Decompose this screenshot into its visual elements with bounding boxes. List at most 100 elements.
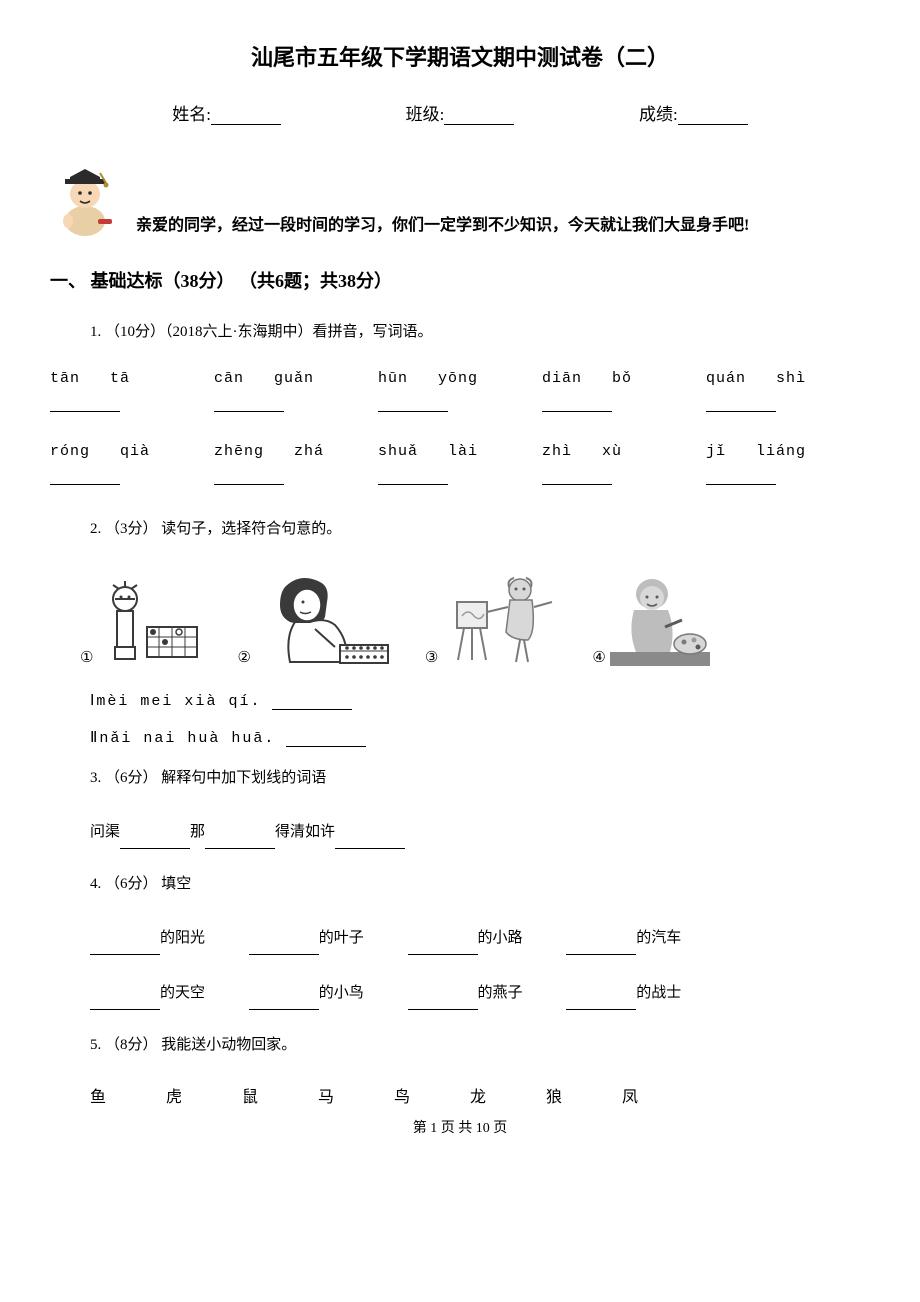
q2-marker1: ① [80, 648, 93, 667]
q5-label: 5. （8分） 我能送小动物回家。 [90, 1032, 870, 1059]
score-label: 成绩: [639, 100, 678, 125]
info-row: 姓名: 班级: 成绩: [110, 100, 810, 125]
q2-sub1-blank[interactable] [272, 693, 352, 711]
q1r1c4b: bǒ [612, 370, 632, 387]
q1r1-blank3[interactable] [378, 395, 448, 412]
q4r1-blank3[interactable] [408, 938, 478, 956]
q1r1c5a: quán [706, 370, 746, 387]
q2-marker3: ③ [425, 648, 438, 667]
q5-char-h: 凤 [622, 1083, 692, 1107]
q2-sub2-text: Ⅱnǎi nai huà huā. [90, 730, 275, 747]
q4r2-blank4[interactable] [566, 993, 636, 1011]
page: 汕尾市五年级下学期语文期中测试卷（二） 姓名: 班级: 成绩: [0, 0, 920, 1157]
q1-pinyin-row2: róng qià zhēng zhá shuǎ lài zhì xù jǐ li… [50, 443, 870, 460]
q1r2c3b: lài [448, 443, 478, 460]
q1r2c1b: qià [120, 443, 150, 460]
score-field: 成绩: [639, 100, 748, 125]
q5-char-b: 虎 [166, 1083, 236, 1107]
q1-answer-row1 [50, 395, 870, 417]
q1r1-blank2[interactable] [214, 395, 284, 412]
q4r1a: 的阳光 [160, 930, 205, 946]
q4r1-blank1[interactable] [90, 938, 160, 956]
q2-pic1: ① [80, 577, 207, 667]
q1r2c5a: jǐ [706, 443, 726, 460]
q3-blank1[interactable] [120, 832, 190, 850]
q1r2-blank2[interactable] [214, 468, 284, 485]
class-blank[interactable] [444, 105, 514, 125]
q1r1c3a: hūn [378, 370, 408, 387]
q4r1d: 的汽车 [636, 930, 681, 946]
q1r2-blank1[interactable] [50, 468, 120, 485]
q4r1c: 的小路 [478, 930, 523, 946]
q5-char-f: 龙 [470, 1083, 540, 1107]
q4r2a: 的天空 [160, 985, 205, 1001]
q1r2-blank3[interactable] [378, 468, 448, 485]
q4r2-blank3[interactable] [408, 993, 478, 1011]
intro-row: 亲爱的同学，经过一段时间的学习，你们一定学到不少知识，今天就让我们大显身手吧! [50, 159, 870, 239]
grandma-paint-icon [610, 572, 710, 667]
q3-textB: 那 [190, 824, 205, 840]
q2-pic2: ② [237, 567, 394, 667]
q1r1c1b: tā [110, 370, 130, 387]
q3-textA: 问渠 [90, 824, 120, 840]
q4r2d: 的战士 [636, 985, 681, 1001]
class-label: 班级: [406, 100, 445, 125]
q1r1c3b: yōng [438, 370, 478, 387]
q4-row2: 的天空 的小鸟 的燕子 的战士 [90, 977, 870, 1010]
name-label: 姓名: [172, 100, 211, 125]
q4r2-blank2[interactable] [249, 993, 319, 1011]
q1r2-blank5[interactable] [706, 468, 776, 485]
q5-char-e: 鸟 [394, 1083, 464, 1107]
name-blank[interactable] [211, 105, 281, 125]
q3-blank3[interactable] [335, 832, 405, 850]
q3-textC: 得清如许 [275, 824, 335, 840]
class-field: 班级: [406, 100, 515, 125]
q1-pinyin-row1: tān tā cān guǎn hūn yōng diān bǒ quán sh… [50, 370, 870, 387]
q1r1c2b: guǎn [274, 370, 314, 387]
student-icon [50, 159, 120, 239]
q2-pic3: ③ [425, 572, 562, 667]
q1-answer-row2 [50, 468, 870, 490]
q4-label: 4. （6分） 填空 [90, 871, 870, 898]
q2-marker4: ④ [592, 648, 605, 667]
q5-chars: 鱼 虎 鼠 马 鸟 龙 狼 凤 [90, 1083, 870, 1107]
q2-marker2: ② [237, 648, 250, 667]
q1r1c5b: shì [776, 370, 806, 387]
q4r2b: 的小鸟 [319, 985, 364, 1001]
q1r1-blank4[interactable] [542, 395, 612, 412]
q4r2c: 的燕子 [478, 985, 523, 1001]
section-header: 一、 基础达标（38分） （共6题；共38分） [50, 267, 870, 293]
q2-pictures: ① [80, 567, 870, 667]
q5-char-c: 鼠 [242, 1083, 312, 1107]
q2-pic4: ④ [592, 572, 709, 667]
q4r1b: 的叶子 [319, 930, 364, 946]
q5-char-a: 鱼 [90, 1083, 160, 1107]
q1r1c2a: cān [214, 370, 244, 387]
q2-sub2-blank[interactable] [286, 730, 366, 748]
q4r1-blank4[interactable] [566, 938, 636, 956]
q2-sub1-text: Ⅰmèi mei xià qí. [90, 693, 261, 710]
q3-blank2[interactable] [205, 832, 275, 850]
q2-sub2: Ⅱnǎi nai huà huā. [90, 728, 870, 747]
q1r2c4b: xù [602, 443, 622, 460]
q1r1-blank1[interactable] [50, 395, 120, 412]
q1r1c1a: tān [50, 370, 80, 387]
q5-char-g: 狼 [546, 1083, 616, 1107]
q3-label: 3. （6分） 解释句中加下划线的词语 [90, 765, 870, 792]
page-footer: 第 1 页 共 10 页 [50, 1117, 870, 1137]
q1r1-blank5[interactable] [706, 395, 776, 412]
q1r2c2a: zhēng [214, 443, 264, 460]
q4r1-blank2[interactable] [249, 938, 319, 956]
q1-label: 1. （10分）（2018六上·东海期中）看拼音，写词语。 [90, 319, 870, 346]
q4r2-blank1[interactable] [90, 993, 160, 1011]
q3-line: 问渠 那 得清如许 [90, 816, 870, 849]
scholar-abacus-icon [255, 567, 395, 667]
q1r1c4a: diān [542, 370, 582, 387]
q1r2c2b: zhá [294, 443, 324, 460]
score-blank[interactable] [678, 105, 748, 125]
girl-easel-icon [442, 572, 562, 667]
q2-label: 2. （3分） 读句子，选择符合句意的。 [90, 516, 870, 543]
intro-text: 亲爱的同学，经过一段时间的学习，你们一定学到不少知识，今天就让我们大显身手吧! [136, 211, 870, 239]
q1r2-blank4[interactable] [542, 468, 612, 485]
q2-sub1: Ⅰmèi mei xià qí. [90, 691, 870, 710]
